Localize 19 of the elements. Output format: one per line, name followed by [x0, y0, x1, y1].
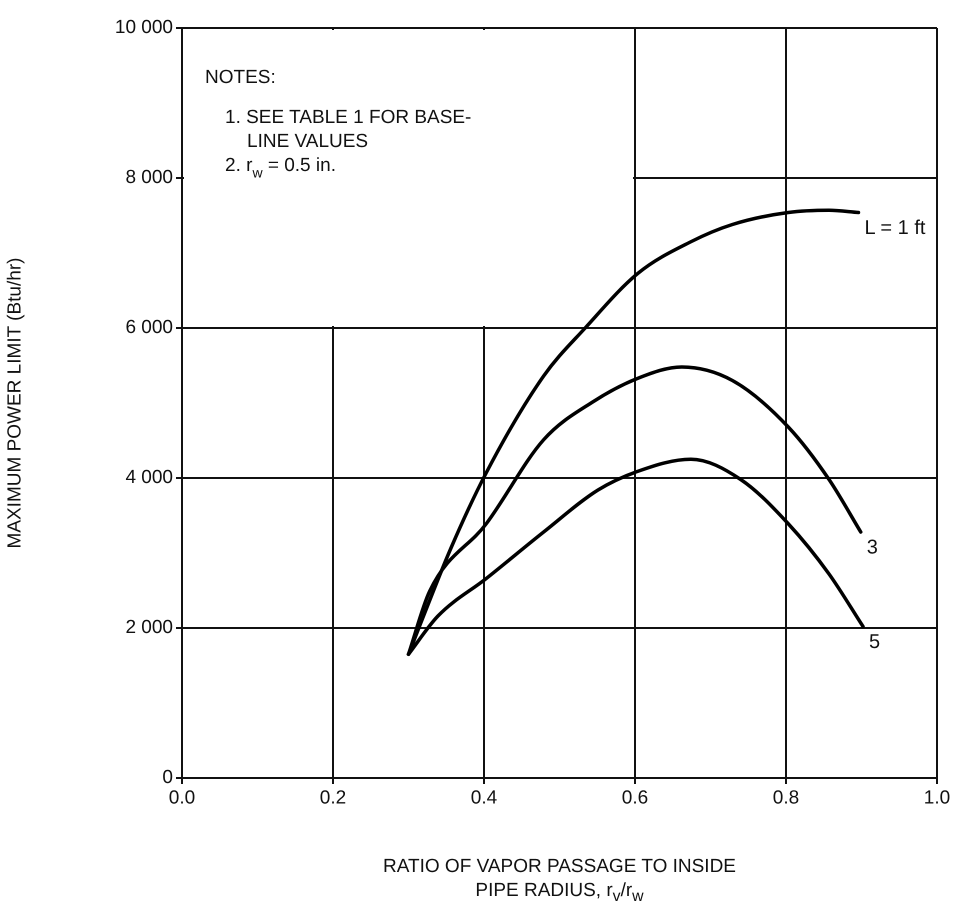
x-tick-label: 0.0 — [168, 788, 196, 809]
series-label: 5 — [869, 631, 880, 654]
series-label: L = 1 ft — [864, 217, 926, 240]
x-tick-label: 0.2 — [320, 788, 346, 809]
y-axis-title: MAXIMUM POWER LIMIT (Btu/hr) — [4, 257, 26, 549]
annotation: 1. SEE TABLE 1 FOR BASE- LINE VALUES — [225, 107, 472, 152]
x-tick-label: 0.6 — [622, 788, 648, 809]
annotation: NOTES: — [205, 67, 276, 88]
y-tick-label: 6 000 — [125, 317, 173, 338]
y-tick-label: 8 000 — [125, 167, 173, 188]
y-tick-label: 10 000 — [114, 17, 173, 38]
y-tick-label: 4 000 — [125, 467, 173, 488]
series-label: 3 — [866, 536, 878, 559]
x-tick-label: 1.0 — [924, 788, 950, 809]
y-tick-label: 0 — [162, 767, 173, 788]
x-axis-title: RATIO OF VAPOR PASSAGE TO INSIDE PIPE RADIUS, r$_{v}$/r$_{w}$ — [382, 855, 737, 907]
x-tick-label: 0.8 — [772, 788, 800, 809]
x-tick-label: 0.4 — [470, 788, 498, 809]
y-tick-label: 2 000 — [125, 617, 173, 638]
